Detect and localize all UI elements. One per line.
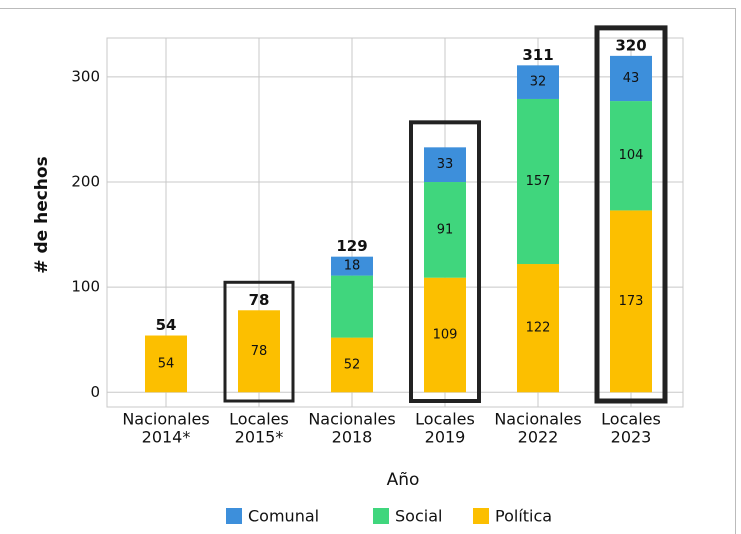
value-label: 43: [623, 71, 640, 86]
value-label: 32: [530, 75, 547, 90]
x-axis-title: Año: [387, 470, 420, 490]
value-label: 109: [433, 327, 458, 342]
total-label: 129: [336, 237, 367, 255]
legend-swatch: [473, 508, 489, 524]
value-label: 173: [619, 294, 644, 309]
y-tick-label: 200: [71, 173, 100, 191]
value-label: 18: [344, 259, 361, 274]
bar-segment: [610, 210, 652, 393]
x-tick-label: 2022: [518, 428, 559, 447]
x-tick-label: Nacionales: [494, 410, 581, 429]
bar-segment: [424, 277, 466, 393]
x-tick-label: Locales: [229, 410, 289, 429]
highlight-box: [409, 120, 481, 403]
x-tick-label: Locales: [601, 410, 661, 429]
y-tick-label: 0: [90, 383, 100, 401]
x-tick-label: 2014*: [142, 428, 191, 447]
value-label: 33: [437, 157, 454, 172]
bar-segment: [610, 55, 652, 102]
x-tick-label: Nacionales: [122, 410, 209, 429]
x-tick-label: 2018: [332, 428, 373, 447]
bar-segment: [331, 275, 373, 338]
bar-segment: [331, 337, 373, 393]
bar-segment: [517, 65, 559, 99]
value-label: 78: [251, 344, 268, 359]
value-label: 52: [344, 357, 361, 372]
total-label: 311: [522, 46, 553, 64]
plot-frame: [106, 37, 684, 408]
value-label: 122: [526, 321, 551, 336]
bar-segment: [331, 256, 373, 276]
x-tick-label: 2019: [425, 428, 466, 447]
y-axis-title: # de hechos: [32, 156, 52, 273]
bar-segment: [424, 182, 466, 278]
bar-segment: [517, 98, 559, 265]
legend-label: Social: [395, 507, 442, 526]
value-label: 104: [619, 148, 644, 163]
bar-segment: [517, 264, 559, 393]
legend-label: Comunal: [248, 507, 319, 526]
x-tick-label: 2015*: [235, 428, 284, 447]
x-tick-label: 2023: [611, 428, 652, 447]
x-tick-label: Locales: [415, 410, 475, 429]
legend-swatch: [373, 508, 389, 524]
value-label: 54: [158, 356, 175, 371]
highlight-box: [223, 280, 295, 403]
value-label: 91: [437, 222, 454, 237]
total-label: 54: [156, 316, 177, 334]
value-label: 157: [526, 174, 551, 189]
bar-segment: [238, 310, 280, 393]
bar-segment: [145, 335, 187, 393]
total-label: 320: [615, 36, 646, 54]
bar-segment: [610, 101, 652, 211]
highlight-box: [594, 25, 668, 404]
legend-label: Política: [495, 507, 552, 526]
total-label: 78: [249, 291, 270, 309]
y-tick-label: 100: [71, 278, 100, 296]
legend-swatch: [226, 508, 242, 524]
x-tick-label: Nacionales: [308, 410, 395, 429]
y-tick-label: 300: [71, 67, 100, 85]
bar-segment: [424, 147, 466, 183]
